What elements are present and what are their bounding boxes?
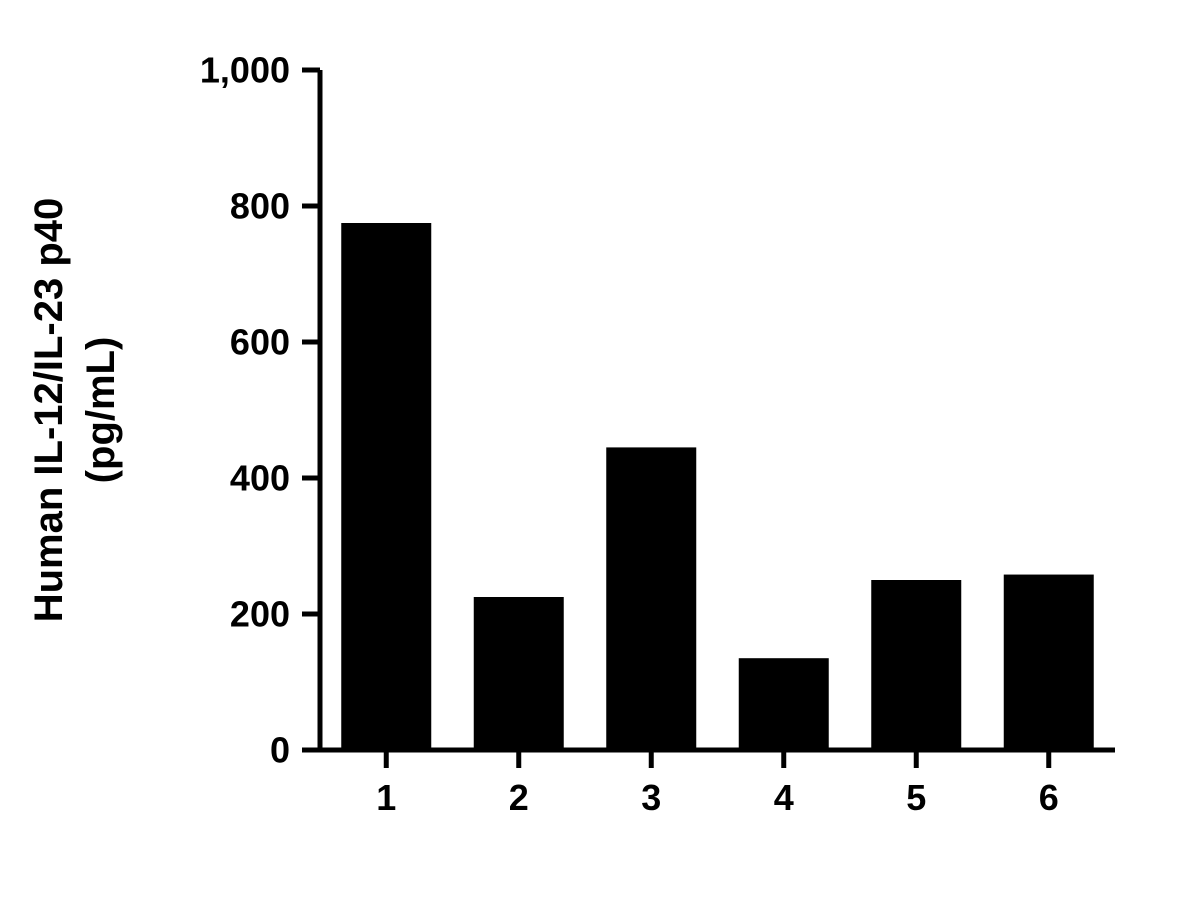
chart-container: 1 2 3 4 5 6 0 200 400 600 800 1,000 Human IL-12/IL-2… (0, 0, 1189, 909)
y-tick-label: 400 (230, 458, 290, 499)
y-tick-label: 600 (230, 322, 290, 363)
y-tick-label: 200 (230, 594, 290, 635)
bar-6 (1004, 575, 1094, 750)
x-tick-label: 5 (906, 777, 926, 818)
bar-chart: 1 2 3 4 5 6 0 200 400 600 800 1,000 Human IL-12/IL-2… (0, 0, 1189, 909)
x-tick-label: 6 (1039, 777, 1059, 818)
x-tick-label: 1 (376, 777, 396, 818)
y-axis-label: Human IL-12/IL-23 p40(pg/mL) (27, 198, 123, 623)
y-axis-label-line1: Human IL-12/IL-23 p40 (27, 198, 71, 623)
bar-4 (739, 658, 829, 750)
bar-5 (871, 580, 961, 750)
x-tick-label: 4 (774, 777, 794, 818)
y-axis-label-line2: (pg/mL) (79, 337, 123, 484)
y-tick-label: 0 (270, 730, 290, 771)
y-tick-label: 1,000 (200, 50, 290, 91)
bar-1 (341, 223, 431, 750)
y-tick-label: 800 (230, 186, 290, 227)
x-tick-label: 3 (641, 777, 661, 818)
bar-2 (474, 597, 564, 750)
x-tick-label: 2 (509, 777, 529, 818)
bar-3 (606, 447, 696, 750)
